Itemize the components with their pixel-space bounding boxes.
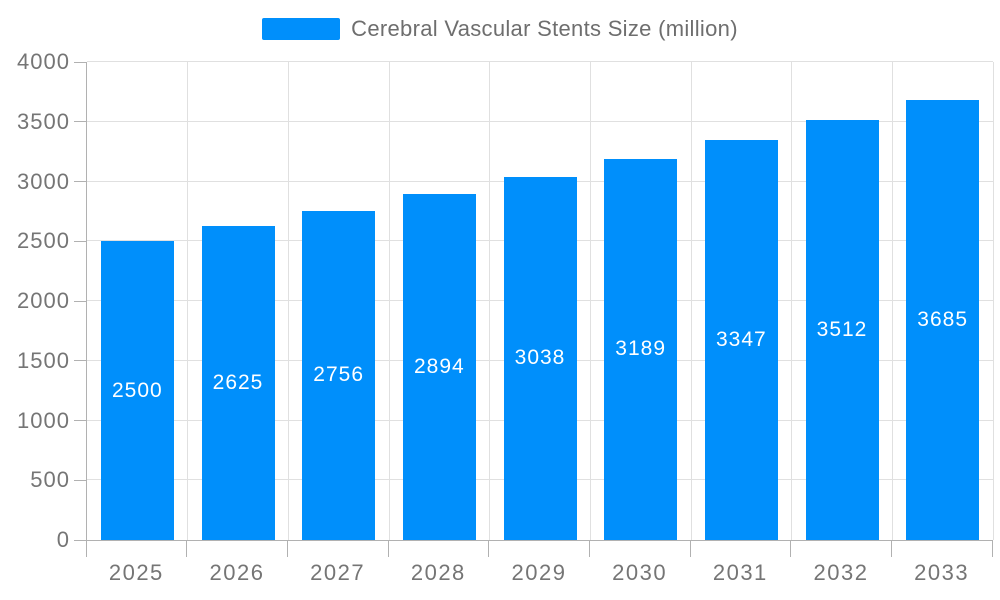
vertical-gridline [791,62,793,540]
bar-value-label: 3685 [917,307,969,331]
x-axis-tick [689,540,691,557]
y-tick-label: 1000 [17,407,70,433]
bar-value-label: 2756 [313,363,365,387]
bar-value-label: 2500 [111,378,163,402]
x-axis-tick [387,540,389,557]
x-tick-label: 2029 [511,560,567,585]
vertical-gridline [489,62,491,540]
x-axis-tick [286,540,288,557]
y-axis-tick [74,360,86,362]
x-tick-label: 2032 [813,560,869,585]
x-axis-tick [186,540,188,557]
bar-value-label: 3347 [715,328,767,352]
x-axis-tick [790,540,792,557]
x-tick-label: 2025 [108,560,164,585]
vertical-gridline [992,62,994,540]
bar-2025[interactable]: 2500 [100,241,174,540]
y-axis-tick [74,240,86,242]
x-tick-label: 2030 [612,560,668,585]
y-axis-tick [74,300,86,302]
x-axis-tick [488,540,490,557]
x-axis-tick [890,540,892,557]
bar-value-label: 2894 [413,355,465,379]
bar-2026[interactable]: 2625 [201,226,275,540]
legend-swatch [262,18,341,40]
vertical-gridline [388,62,390,540]
vertical-gridline [690,62,692,540]
horizontal-gridline [87,61,993,62]
y-axis-tick [74,539,86,541]
bar-value-label: 3038 [514,346,566,370]
legend-label: Cerebral Vascular Stents Size (million) [351,16,738,41]
y-axis-tick [74,420,86,421]
y-tick-label: 500 [30,467,70,493]
y-tick-label: 3000 [17,168,70,194]
x-tick-label: 2027 [310,560,366,585]
x-axis-tick [991,540,993,557]
y-tick-label: 1500 [17,347,70,373]
y-axis-tick [74,121,86,123]
bar-2033[interactable]: 3685 [906,99,980,540]
y-tick-label: 0 [56,527,70,552]
y-tick-label: 4000 [17,49,70,74]
bar-2029[interactable]: 3038 [503,176,577,540]
plot-area: 2500 2625 2756 2894 3038 3189 3347 3512 3685 [86,61,994,541]
bar-2027[interactable]: 2756 [302,210,376,540]
vertical-gridline [891,62,893,540]
x-tick-label: 2033 [914,560,970,585]
vertical-gridline [187,62,189,540]
y-tick-label: 3500 [17,108,70,134]
y-tick-label: 2000 [17,288,70,313]
vertical-gridline [589,62,591,540]
bar-2030[interactable]: 3189 [604,158,678,540]
bar-2031[interactable]: 3347 [704,140,778,540]
bar-value-label: 2625 [212,371,264,395]
x-tick-label: 2028 [410,560,466,585]
x-tick-label: 2031 [712,560,768,585]
horizontal-gridline [87,120,993,122]
bar-2032[interactable]: 3512 [805,120,879,540]
vertical-gridline [287,62,289,540]
y-axis-tick [74,479,86,481]
bar-value-label: 3189 [615,337,667,361]
y-axis-tick [74,181,86,182]
x-axis-tick [588,540,590,557]
y-tick-label: 2500 [17,228,70,254]
x-axis-tick [85,540,87,557]
y-axis-tick [74,61,86,63]
bar-value-label: 3512 [816,318,868,342]
x-tick-label: 2026 [209,560,265,585]
chart-legend[interactable]: Cerebral Vascular Stents Size (million) [0,16,1000,42]
bar-2028[interactable]: 2894 [402,194,476,540]
